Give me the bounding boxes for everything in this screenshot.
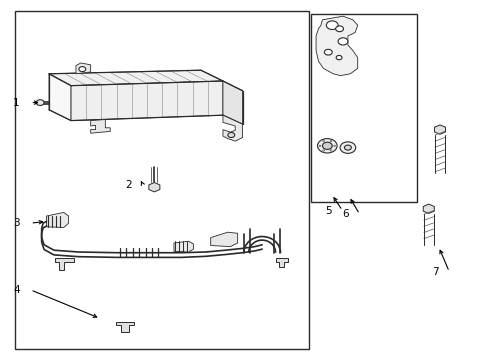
Bar <box>311 14 416 202</box>
Text: 1: 1 <box>13 98 20 108</box>
Text: 4: 4 <box>13 285 20 295</box>
Polygon shape <box>76 63 91 74</box>
Polygon shape <box>55 258 74 270</box>
Polygon shape <box>71 81 223 121</box>
Circle shape <box>326 21 338 30</box>
Polygon shape <box>49 74 71 121</box>
Polygon shape <box>435 125 445 134</box>
Text: 2: 2 <box>125 180 132 190</box>
Text: 5: 5 <box>325 206 332 216</box>
Circle shape <box>228 132 235 138</box>
Circle shape <box>330 140 332 142</box>
Polygon shape <box>276 258 288 267</box>
Polygon shape <box>49 70 223 86</box>
Polygon shape <box>47 212 69 228</box>
Circle shape <box>330 150 332 151</box>
Bar <box>15 11 309 349</box>
Polygon shape <box>91 120 110 133</box>
Polygon shape <box>174 241 194 252</box>
Circle shape <box>323 140 325 142</box>
Polygon shape <box>149 183 160 192</box>
Circle shape <box>318 139 337 153</box>
Text: 6: 6 <box>342 209 349 219</box>
Polygon shape <box>316 16 358 76</box>
Circle shape <box>344 145 351 150</box>
Circle shape <box>323 150 325 151</box>
Text: 3: 3 <box>13 218 20 228</box>
Text: 7: 7 <box>432 267 439 277</box>
Circle shape <box>319 145 321 147</box>
Circle shape <box>336 55 342 60</box>
Circle shape <box>340 142 356 153</box>
Polygon shape <box>116 322 134 332</box>
Circle shape <box>322 142 332 149</box>
Polygon shape <box>223 115 243 141</box>
Polygon shape <box>223 81 243 124</box>
Circle shape <box>334 145 336 147</box>
Circle shape <box>338 38 348 45</box>
Polygon shape <box>211 232 238 247</box>
Circle shape <box>324 49 332 55</box>
Polygon shape <box>423 204 434 213</box>
Circle shape <box>336 26 343 32</box>
Circle shape <box>79 67 86 72</box>
Circle shape <box>36 100 44 105</box>
